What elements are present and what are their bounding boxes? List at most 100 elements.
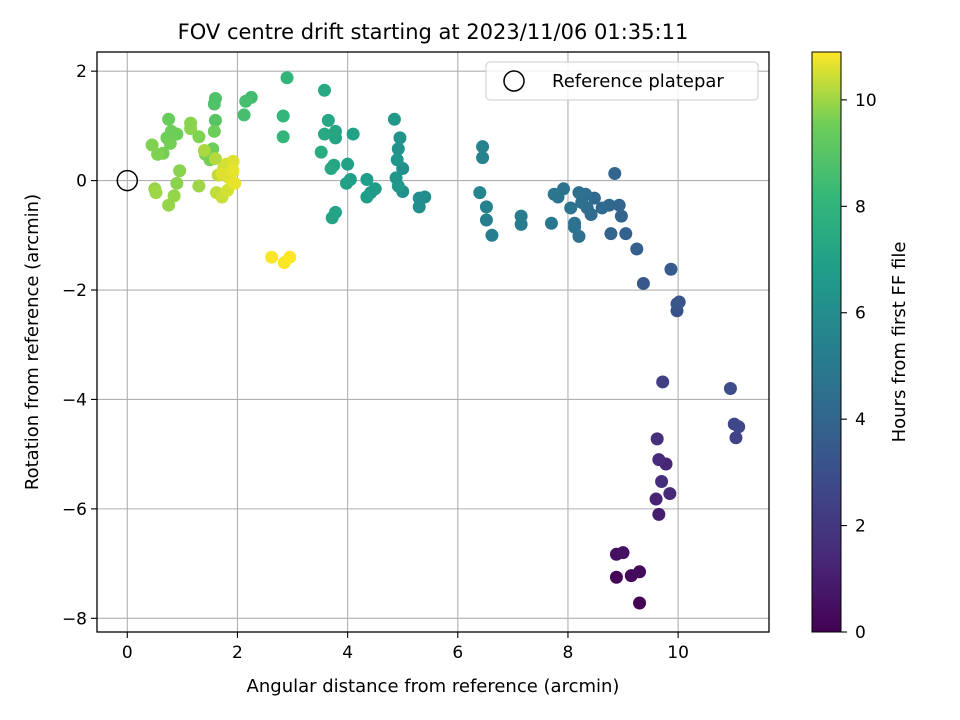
x-tick-label: 4 [342, 643, 353, 663]
data-point [649, 492, 663, 506]
data-point [652, 507, 666, 521]
colorbar-ticks: 0 2 4 6 8 10 [841, 91, 877, 643]
data-point [595, 201, 609, 215]
legend: Reference platepar [485, 61, 759, 101]
data-point [473, 186, 487, 200]
data-point [387, 112, 401, 126]
colorbar-tick-label: 0 [855, 623, 866, 643]
colorbar-tick-label: 2 [855, 517, 866, 537]
data-point [412, 200, 426, 214]
data-point [170, 176, 184, 190]
x-tick-label: 0 [122, 643, 133, 663]
data-point [340, 176, 354, 190]
data-point [727, 417, 741, 431]
data-point [341, 157, 355, 171]
data-point [572, 186, 586, 200]
x-axis-label: Angular distance from reference (arcmin) [247, 676, 620, 697]
y-tick-label: −8 [62, 609, 87, 629]
data-point [317, 83, 331, 97]
chart-title: FOV centre drift starting at 2023/11/06 … [178, 20, 689, 44]
data-point [636, 276, 650, 290]
legend-box [485, 61, 759, 101]
legend-label-reference: Reference platepar [552, 71, 724, 92]
data-point [314, 145, 328, 159]
y-tick-label: −6 [62, 500, 87, 520]
data-point [575, 195, 589, 209]
data-point [317, 127, 331, 141]
y-axis-ticks: −8 −6 −4 −2 0 2 [62, 62, 97, 629]
y-tick-label: −2 [62, 281, 87, 301]
data-point [479, 200, 493, 214]
data-point [612, 198, 626, 212]
data-point [329, 131, 343, 145]
data-point [207, 124, 221, 138]
data-point [614, 209, 628, 223]
colorbar-tick-label: 10 [855, 91, 877, 111]
x-axis-ticks: 0 2 4 6 8 10 [122, 632, 689, 663]
y-tick-label: 0 [76, 172, 87, 192]
data-point [393, 131, 407, 145]
data-point [145, 138, 159, 152]
data-point [265, 250, 279, 264]
x-tick-label: 10 [667, 643, 689, 663]
data-point [664, 262, 678, 276]
y-tick-label: −4 [62, 390, 87, 410]
x-tick-label: 6 [452, 643, 463, 663]
data-point [215, 167, 229, 181]
data-point [149, 186, 163, 200]
reference-point [116, 169, 139, 192]
colorbar-tick-label: 4 [855, 410, 866, 430]
data-point [619, 227, 633, 241]
data-point [226, 154, 240, 168]
data-point [655, 475, 669, 489]
data-point [192, 179, 206, 193]
data-point [237, 108, 251, 122]
data-point [360, 172, 374, 186]
data-point [239, 94, 253, 108]
data-point [479, 213, 493, 227]
data-point [652, 453, 666, 467]
data-point [226, 164, 240, 178]
data-point [197, 143, 211, 157]
x-tick-label: 8 [563, 643, 574, 663]
data-point [391, 179, 405, 193]
data-point [547, 187, 561, 201]
data-point [476, 151, 490, 165]
data-point [514, 217, 528, 231]
data-point [162, 198, 176, 212]
y-axis-label: Rotation from reference (arcmin) [22, 194, 43, 490]
data-point [163, 136, 177, 150]
data-point [485, 228, 499, 242]
plot-frame [96, 51, 770, 633]
data-point [321, 113, 335, 127]
data-point [476, 140, 490, 154]
data-point [608, 166, 622, 180]
data-point [276, 130, 290, 144]
colorbar-tick-label: 6 [855, 304, 866, 324]
legend-marker-reference [503, 70, 525, 92]
data-point [544, 216, 558, 230]
data-point [670, 297, 684, 311]
data-point [729, 431, 743, 445]
data-point [276, 109, 290, 123]
colorbar-tick-label: 8 [855, 197, 866, 217]
data-point [564, 201, 578, 215]
data-point [280, 71, 294, 85]
data-point [207, 97, 221, 111]
scatter-points [145, 71, 746, 610]
data-point [391, 142, 405, 156]
data-point [609, 570, 623, 584]
data-point [650, 432, 664, 446]
colorbar [811, 51, 842, 633]
data-point [346, 127, 360, 141]
data-point [633, 565, 647, 579]
data-point [568, 216, 582, 230]
data-point [723, 382, 737, 396]
data-point [656, 375, 670, 389]
grid-lines [97, 52, 769, 632]
data-point [324, 162, 338, 176]
data-point [633, 596, 647, 610]
colorbar-label: Hours from first FF file [889, 242, 910, 443]
data-point [162, 112, 176, 126]
